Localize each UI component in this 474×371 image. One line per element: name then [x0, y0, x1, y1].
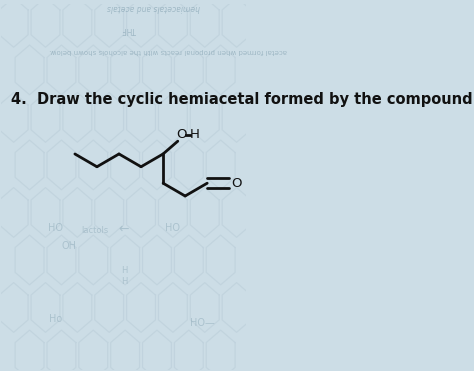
Text: H: H [190, 128, 200, 141]
Text: Ho: Ho [49, 314, 62, 324]
Text: acetal formed when proponal reacts with the alcohols shown below.: acetal formed when proponal reacts with … [49, 49, 287, 55]
Text: ←: ← [118, 223, 129, 236]
Text: H: H [121, 277, 127, 286]
Text: 4.  Draw the cyclic hemiacetal formed by the compound shown below.: 4. Draw the cyclic hemiacetal formed by … [11, 92, 474, 107]
Text: HO: HO [48, 223, 63, 233]
Text: hemiacetals and acetals: hemiacetals and acetals [107, 3, 200, 12]
Text: O: O [231, 177, 242, 190]
Text: O: O [176, 128, 187, 141]
Text: HO—: HO— [190, 318, 215, 328]
Text: H: H [121, 266, 127, 275]
Text: HO: HO [165, 223, 181, 233]
Text: THF: THF [121, 24, 136, 33]
Text: OH: OH [61, 241, 76, 251]
Text: lactols: lactols [81, 226, 108, 234]
